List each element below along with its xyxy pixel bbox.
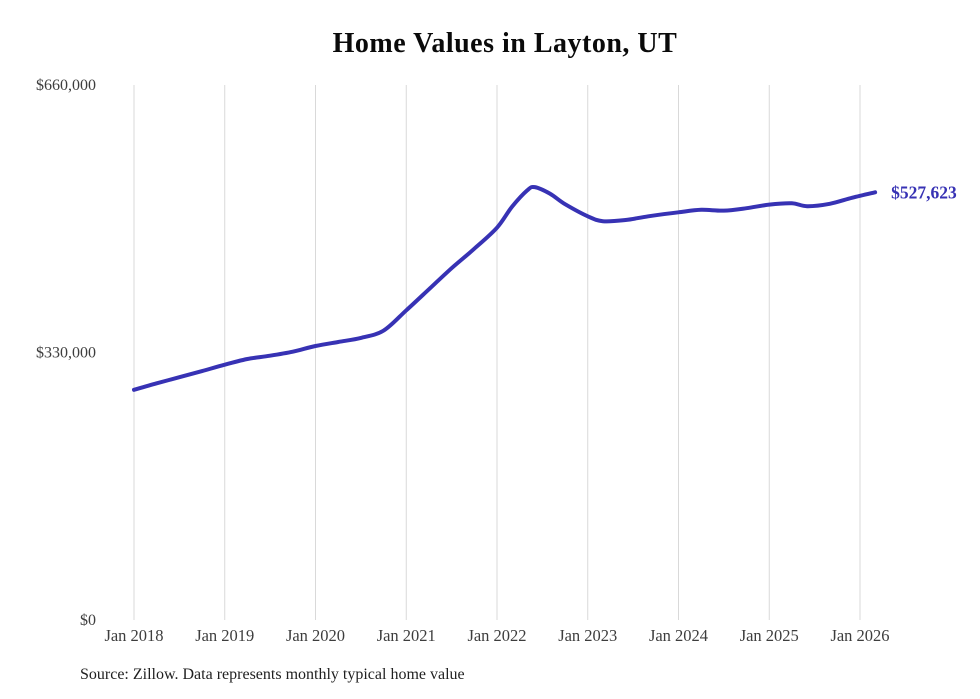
x-tick-label: Jan 2021 (377, 626, 436, 645)
chart-title: Home Values in Layton, UT (332, 28, 678, 59)
x-tick-label: Jan 2020 (286, 626, 345, 645)
source-note: Source: Zillow. Data represents monthly … (80, 666, 465, 683)
x-tick-label: Jan 2019 (195, 626, 254, 645)
y-tick-label: $0 (80, 612, 96, 629)
x-tick-label: Jan 2022 (467, 626, 526, 645)
y-tick-label: $660,000 (36, 77, 96, 94)
x-tick-label: Jan 2026 (830, 626, 889, 645)
current-value-label: $527,623 (891, 182, 957, 202)
x-tick-label: Jan 2023 (558, 626, 617, 645)
x-tick-label: Jan 2024 (649, 626, 708, 645)
y-tick-label: $330,000 (36, 345, 96, 362)
x-tick-label: Jan 2025 (740, 626, 799, 645)
x-tick-label: Jan 2018 (104, 626, 163, 645)
home-value-line (132, 184, 878, 392)
